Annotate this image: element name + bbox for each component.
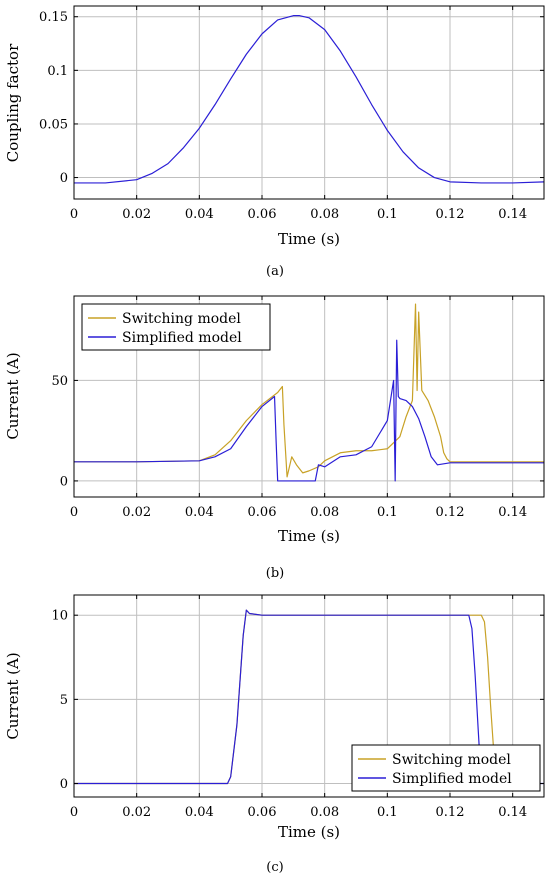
x-tick-label: 0 [70, 805, 78, 820]
plot-frame [73, 295, 545, 498]
y-tick-label: 5 [60, 693, 68, 708]
x-tick-label: 0.02 [122, 805, 151, 820]
x-tick-label: 0 [70, 505, 78, 520]
y-tick-label: 0 [60, 777, 68, 792]
chart-b: 0 0.02 0.04 0.06 0.08 0.1 0.12 0.14 0 50 Time (s) C… [4, 295, 545, 581]
y-axis-label: Coupling factor [4, 43, 22, 162]
chart-c: 0 0.02 0.04 0.06 0.08 0.1 0.12 0.14 0 5 10 Time (s)… [4, 594, 545, 875]
series-line-simplified-model [74, 609, 544, 785]
x-tick-label: 0.04 [185, 207, 214, 222]
plot-frame [73, 594, 545, 798]
x-tick-label: 0.14 [498, 805, 527, 820]
x-tick-label: 0.02 [122, 207, 151, 222]
x-tick-label: 0.12 [436, 505, 465, 520]
x-tick-label: 0.08 [310, 505, 339, 520]
legend: Switching model Simplified model [81, 303, 271, 351]
x-tick-label: 0.12 [436, 207, 465, 222]
y-tick-label: 50 [51, 374, 68, 389]
series-line-main [74, 15, 544, 184]
y-tick-label: 10 [51, 609, 68, 624]
x-tick-label: 0.1 [377, 805, 398, 820]
y-tick-label: 0.05 [39, 117, 68, 132]
y-tick-label: 0.1 [47, 64, 68, 79]
x-tick-label: 0 [70, 207, 78, 222]
x-tick-label: 0.08 [310, 805, 339, 820]
x-tick-label: 0.14 [498, 207, 527, 222]
legend-label: Simplified model [392, 771, 512, 787]
x-tick-label: 0.06 [248, 505, 277, 520]
figure-caption: (a) [266, 264, 284, 279]
x-axis-label: Time (s) [278, 230, 340, 248]
legend-label: Switching model [122, 311, 241, 327]
x-tick-label: 0.14 [498, 505, 527, 520]
figure-caption: (c) [266, 860, 283, 875]
x-axis-label: Time (s) [278, 823, 340, 841]
x-tick-label: 0.1 [377, 207, 398, 222]
y-tick-label: 0.15 [39, 10, 68, 25]
y-axis-label: Current (A) [4, 652, 22, 739]
legend-label: Switching model [392, 752, 511, 768]
x-axis-label: Time (s) [278, 527, 340, 545]
plot-frame [73, 5, 545, 200]
legend: Switching model Simplified model [351, 744, 541, 792]
y-axis-label: Current (A) [4, 352, 22, 439]
x-tick-label: 0.04 [185, 505, 214, 520]
legend-box [351, 744, 541, 792]
figure-caption: (b) [266, 566, 284, 581]
x-tick-label: 0.06 [248, 805, 277, 820]
y-tick-label: 0 [60, 171, 68, 186]
y-tick-label: 0 [60, 474, 68, 489]
x-tick-label: 0.02 [122, 505, 151, 520]
series-line-switching-model [74, 303, 544, 478]
chart-a: 0 0.02 0.04 0.06 0.08 0.1 0.12 0.14 0 0.05 0.1 0.15… [4, 5, 545, 279]
x-tick-label: 0.06 [248, 207, 277, 222]
x-tick-label: 0.1 [377, 505, 398, 520]
legend-box [81, 303, 271, 351]
x-tick-label: 0.08 [310, 207, 339, 222]
x-tick-label: 0.04 [185, 805, 214, 820]
series-line-simplified-model [74, 339, 544, 482]
x-tick-label: 0.12 [436, 805, 465, 820]
legend-label: Simplified model [122, 330, 242, 346]
